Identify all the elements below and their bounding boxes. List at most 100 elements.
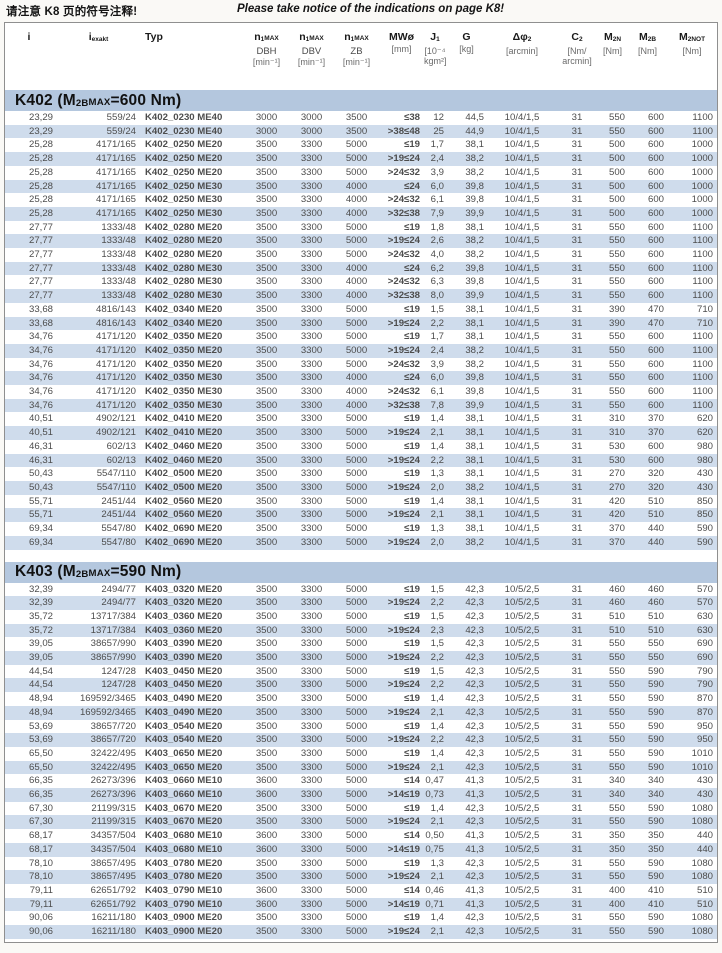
cell-n1max-dbv: 3300 [300, 857, 323, 869]
cell-iexakt: 559/24 [106, 112, 136, 123]
cell-j1: 1,7 [430, 331, 444, 343]
cell-m2not: 630 [667, 623, 717, 638]
cell-typ: K402_0250 ME20 [145, 139, 223, 151]
cell-j1: 0,73 [424, 788, 446, 802]
cell-iexakt: 21199/315 [91, 802, 136, 814]
cell-j1: 1,4 [430, 720, 444, 732]
cell-n1max-dbh: 3500 [255, 802, 278, 814]
cell-m2n: 500 [608, 139, 625, 151]
cell-j1: 4,0 [430, 249, 444, 261]
table-row: 44,54 1247/28 K403_0450 ME20 3500 3300 5000 >1… [5, 678, 717, 693]
cell-n1max-dbv: 3300 [289, 925, 334, 939]
cell-typ: K403_0900 ME20 [145, 912, 223, 924]
cell-m2not: 790 [667, 678, 717, 693]
cell-n1max-zb: 5000 [345, 523, 368, 535]
section-header-k402: K402 (M2BMAX=600 Nm) [5, 90, 717, 111]
cell-typ: K403_0790 ME10 [140, 897, 244, 912]
cell-m2not: 430 [696, 468, 713, 480]
cell-j1: 25 [424, 124, 446, 139]
table-row: 65,50 32422/495 K403_0650 ME20 3500 3300 5000… [5, 760, 717, 775]
cell-typ: K402_0500 ME20 [140, 480, 244, 495]
cell-m2not: 1100 [667, 289, 717, 303]
cell-n1max-dbv: 3300 [289, 152, 334, 166]
cell-n1max-zb: 5000 [334, 508, 379, 523]
cell-m2n: 550 [597, 234, 628, 249]
cell-iexakt: 2451/44 [101, 495, 136, 507]
cell-n1max-dbh: 3500 [244, 535, 289, 550]
table-row: 46,31 602/13 K402_0460 ME20 3500 3300 5000 >19… [5, 453, 717, 468]
cell-j1: 2,0 [424, 480, 446, 495]
cell-c2: 31 [557, 815, 597, 830]
cell-n1max-zb: 4000 [334, 398, 379, 413]
cell-m2not: 1100 [667, 234, 717, 249]
cell-n1max-zb: 5000 [345, 303, 368, 315]
cell-j1: 1,3 [430, 523, 444, 535]
cell-mwo: ≤19 [404, 523, 420, 535]
cell-dphi2: 10/4/1,5 [487, 152, 557, 166]
cell-j1: 3,9 [430, 166, 444, 178]
cell-c2: 31 [571, 747, 583, 759]
cell-i: 25,28 [28, 139, 53, 151]
cell-n1max-dbv: 3300 [289, 897, 334, 912]
cell-mwo: ≤19 [404, 468, 420, 480]
cell-mwo: ≤14 [404, 884, 420, 896]
cell-n1max-dbv: 3300 [289, 453, 334, 468]
cell-c2: 31 [571, 802, 583, 814]
cell-mwo: ≤19 [404, 720, 420, 732]
cell-g: 42,3 [465, 693, 484, 705]
cell-n1max-dbh: 3500 [255, 386, 278, 398]
column-header-m2n: M2N [Nm] [603, 31, 622, 56]
table-row: 25,28 4171/165 K402_0250 ME30 3500 3300 4000 ≤… [5, 179, 717, 194]
cell-n1max-dbv: 3300 [289, 623, 334, 638]
cell-iexakt: 4816/143 [95, 303, 136, 315]
section-title-k402: K402 (M2BMAX=600 Nm) [15, 91, 182, 109]
cell-j1: 6,3 [430, 276, 444, 288]
table-header-row: i iexakt Typ n1MAX DBH [min⁻¹] n1MAX DBV [min⁻¹]… [5, 23, 717, 90]
cell-j1: 1,5 [430, 665, 444, 677]
cell-c2: 31 [557, 179, 597, 194]
cell-c2: 31 [571, 303, 583, 315]
cell-i: 44,54 [28, 665, 53, 677]
cell-typ: K402_0350 ME30 [145, 386, 223, 398]
cell-typ: K403_0450 ME20 [140, 678, 244, 693]
cell-g: 38,2 [446, 152, 487, 166]
cell-g: 39,8 [446, 179, 487, 194]
cell-n1max-dbh: 3500 [255, 249, 278, 261]
cell-mwo: >24≤32 [387, 166, 420, 178]
cell-iexakt: 32422/495 [90, 747, 136, 759]
cell-typ: K402_0280 ME20 [145, 249, 223, 261]
cell-j1: 2,1 [424, 705, 446, 720]
table-row: 25,28 4171/165 K402_0250 ME30 3500 3300 4000 >… [5, 193, 717, 207]
cell-i: 27,77 [5, 261, 57, 276]
cell-c2: 31 [557, 760, 597, 775]
cell-n1max-dbh: 3500 [244, 705, 289, 720]
cell-dphi2: 10/4/1,5 [487, 316, 557, 331]
cell-n1max-dbv: 3300 [289, 480, 334, 495]
table-row: 34,76 4171/120 K402_0350 ME30 3500 3300 4000 >… [5, 398, 717, 413]
cell-m2not: 1010 [667, 760, 717, 775]
cell-c2: 31 [557, 316, 597, 331]
cell-n1max-dbh: 3500 [255, 747, 278, 759]
cell-m2not: 570 [696, 583, 713, 595]
cell-n1max-dbh: 3500 [244, 870, 289, 884]
cell-m2not: 850 [667, 508, 717, 523]
cell-c2: 31 [557, 508, 597, 523]
cell-i: 79,11 [5, 897, 57, 912]
cell-m2b: 600 [628, 124, 667, 139]
cell-n1max-dbv: 3300 [289, 678, 334, 693]
cell-n1max-dbh: 3500 [244, 760, 289, 775]
cell-i: 78,10 [5, 870, 57, 884]
cell-c2: 31 [571, 665, 583, 677]
cell-n1max-dbh: 3500 [244, 678, 289, 693]
cell-mwo: ≤19 [404, 802, 420, 814]
cell-mwo: >24≤32 [387, 358, 420, 370]
table-row: 39,05 38657/990 K403_0390 ME20 3500 3300 5000… [5, 637, 717, 651]
cell-m2not: 1080 [691, 912, 713, 924]
cell-n1max-zb: 5000 [345, 884, 368, 896]
cell-iexakt: 169592/3465 [79, 693, 136, 705]
cell-n1max-dbv: 3300 [300, 221, 323, 233]
cell-dphi2: 10/4/1,5 [504, 249, 540, 261]
cell-m2n: 500 [608, 166, 625, 178]
cell-n1max-zb: 5000 [345, 166, 368, 178]
cell-n1max-dbh: 3500 [244, 261, 289, 276]
